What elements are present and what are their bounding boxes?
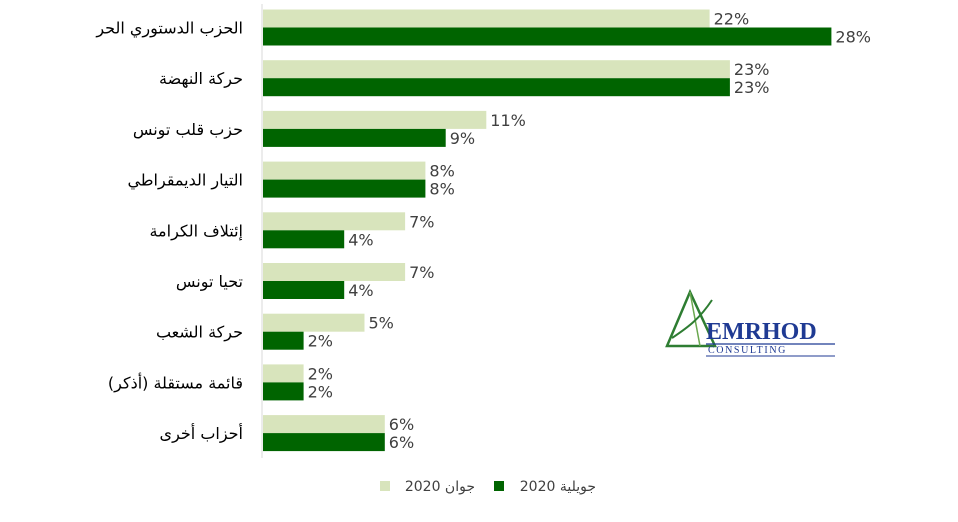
- bar-july-2020: [263, 281, 345, 299]
- bar-june-2020: [263, 364, 304, 383]
- data-label: 7%: [409, 263, 434, 282]
- bar-july-2020: [263, 433, 385, 452]
- bar-june-2020: [263, 161, 426, 180]
- bar-july-2020: [263, 128, 446, 147]
- data-label: 2%: [308, 332, 333, 351]
- bar-july-2020: [263, 331, 304, 350]
- bar-june-2020: [263, 212, 406, 231]
- data-label: 22%: [714, 10, 750, 29]
- triangle-logo-icon: [665, 288, 717, 348]
- data-label: 23%: [734, 60, 770, 79]
- category-label: حركة الشعب: [156, 323, 243, 343]
- category-label: إئتلاف الكرامة: [149, 221, 243, 241]
- bar-june-2020: [263, 263, 406, 281]
- bar-july-2020: [263, 179, 426, 198]
- legend-swatch-june-2020: [380, 481, 390, 491]
- bar-june-2020: [263, 313, 365, 332]
- bar-june-2020: [263, 60, 730, 79]
- logo-tagline: CONSULTING: [708, 345, 787, 356]
- category-label: حزب قلب تونس: [133, 120, 243, 140]
- data-label: 8%: [429, 180, 454, 199]
- data-label: 4%: [348, 281, 373, 300]
- category-label: الحزب الدستوري الحر: [95, 19, 243, 39]
- category-labels: الحزب الدستوري الحر حركة النهضة حزب قلب تو…: [95, 19, 243, 445]
- data-label: 23%: [734, 78, 770, 97]
- data-label: 4%: [348, 230, 373, 249]
- category-label: تحيا تونس: [176, 272, 243, 292]
- legend-label-june-2020: جوان 2020: [405, 479, 475, 495]
- bar-june-2020: [263, 110, 487, 129]
- legend-swatch-july-2020: [494, 481, 504, 491]
- category-label: أحزاب أخرى: [160, 423, 243, 444]
- data-label: 5%: [369, 314, 394, 333]
- legend: جوان 2020 جويلية 2020: [380, 479, 596, 495]
- category-label: قائمة مستقلة (أذكر): [108, 372, 243, 393]
- bar-july-2020: [263, 230, 345, 249]
- data-label: 7%: [409, 212, 434, 231]
- bar-july-2020: [263, 382, 304, 401]
- category-label: حركة النهضة: [159, 69, 243, 89]
- bars: [263, 9, 832, 452]
- data-label: 2%: [308, 382, 333, 401]
- data-label: 9%: [450, 129, 475, 148]
- category-label: التيار الديمقراطي: [127, 171, 243, 191]
- bar-july-2020: [263, 78, 730, 97]
- data-label: 6%: [389, 415, 414, 434]
- data-label: 2%: [308, 364, 333, 383]
- data-label: 6%: [389, 433, 414, 452]
- bar-june-2020: [263, 9, 710, 28]
- data-label: 8%: [429, 162, 454, 181]
- bar-july-2020: [263, 27, 832, 46]
- emrhod-logo: EMRHOD CONSULTING: [662, 276, 847, 364]
- data-label: 28%: [835, 28, 871, 47]
- legend-label-july-2020: جويلية 2020: [520, 479, 596, 495]
- bar-june-2020: [263, 415, 385, 434]
- data-label: 11%: [490, 111, 526, 130]
- value-labels: 22%28%23%23%11%9%8%8%7%4%7%4%5%2%2%2%6%6…: [308, 10, 871, 453]
- logo-name: EMRHOD: [706, 319, 817, 345]
